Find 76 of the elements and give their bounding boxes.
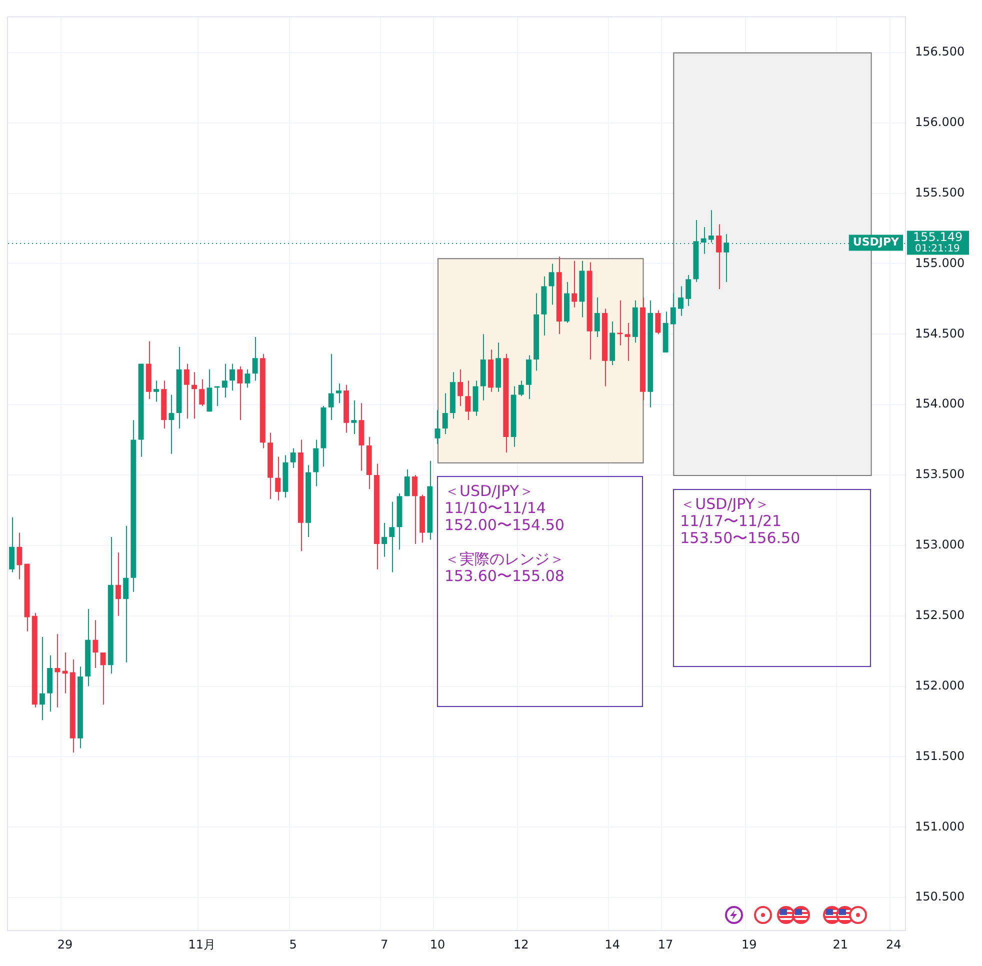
- candlestick: [153, 380, 159, 402]
- candlestick: [328, 353, 334, 421]
- candlestick: [624, 322, 630, 362]
- candlestick: [237, 366, 243, 421]
- candlestick: [572, 260, 578, 308]
- candlestick: [686, 274, 692, 306]
- x-tick-label: 12: [513, 937, 529, 952]
- candlestick: [655, 310, 661, 335]
- candlestick: [434, 410, 440, 445]
- x-tick-label: 29: [57, 937, 73, 952]
- candlestick: [275, 456, 281, 501]
- y-tick-label: 153.500: [915, 467, 965, 482]
- candlestick: [290, 448, 296, 468]
- annotation: ＜USD/JPY＞ 11/10〜11/14 152.00〜154.50 ＜実際のレンジ＞ 153.60〜155.08: [437, 476, 643, 708]
- candlestick: [123, 525, 129, 663]
- y-tick-label: 155.000: [915, 256, 965, 270]
- annotation: ＜USD/JPY＞ 11/17〜11/21 153.50〜156.50: [673, 489, 871, 667]
- x-tick-label: 17: [658, 937, 674, 952]
- x-tick-label: 7: [380, 937, 388, 952]
- candlestick: [670, 292, 676, 325]
- candlestick: [594, 297, 600, 338]
- text: 01:21:19: [915, 243, 960, 254]
- candlestick: [115, 552, 121, 616]
- x-tick-label: 14: [604, 937, 620, 952]
- candlestick: [458, 368, 464, 406]
- y-tick-label: 151.500: [915, 748, 965, 763]
- candlestick: [192, 372, 197, 420]
- candlestick: [389, 501, 395, 573]
- candlestick: [518, 380, 524, 397]
- candlestick: [230, 363, 235, 391]
- candlestick: [92, 620, 98, 668]
- candlestick: [617, 300, 623, 346]
- candlestick: [168, 394, 174, 454]
- candlestick: [100, 652, 106, 706]
- y-tick-label: 151.000: [915, 819, 965, 834]
- candlestick: [199, 378, 205, 406]
- text: 155.149: [913, 230, 963, 244]
- candlestick: [252, 336, 258, 382]
- y-tick-label: 150.500: [915, 890, 965, 904]
- y-tick-label: 152.000: [915, 678, 965, 692]
- y-tick-label: 152.500: [915, 608, 965, 622]
- y-tick-label: 153.000: [915, 538, 965, 552]
- x-tick-label: 10: [430, 937, 446, 952]
- candlestick: [412, 474, 418, 545]
- candlestick: [442, 392, 448, 435]
- candlestick: [548, 263, 554, 306]
- x-tick-label: 21: [832, 937, 848, 952]
- candlestick: [16, 532, 22, 580]
- candlestick: [222, 363, 228, 398]
- candlestick: [184, 363, 190, 420]
- x-tick-label: 11月: [188, 937, 216, 952]
- y-tick-label: 154.500: [915, 326, 965, 340]
- y-tick-label: 154.000: [915, 396, 965, 411]
- candlestick: [678, 286, 684, 316]
- candlestick: [244, 368, 250, 388]
- x-tick-label: 5: [289, 937, 297, 952]
- ref-line-label: USDJPY: [852, 236, 900, 249]
- y-tick-label: 156.000: [915, 114, 965, 129]
- candlestick: [465, 380, 471, 421]
- candlestick: [313, 439, 319, 487]
- candlestick: [39, 636, 45, 721]
- candlestick: [724, 234, 730, 283]
- candlestick: [708, 210, 714, 244]
- candlestick: [351, 400, 357, 435]
- candlestick: [700, 226, 706, 254]
- x-tick-label: 24: [886, 937, 902, 952]
- candlestick: [206, 368, 212, 412]
- candlestick: [382, 522, 388, 558]
- candlestick: [9, 516, 15, 573]
- y-tick-label: 155.500: [915, 185, 965, 200]
- y-tick-label: 156.500: [915, 44, 965, 59]
- candlestick: [336, 382, 342, 404]
- candlestick: [716, 224, 722, 290]
- candlestick: [54, 634, 60, 708]
- candlestick: [404, 468, 410, 497]
- x-tick-label: 19: [742, 937, 757, 952]
